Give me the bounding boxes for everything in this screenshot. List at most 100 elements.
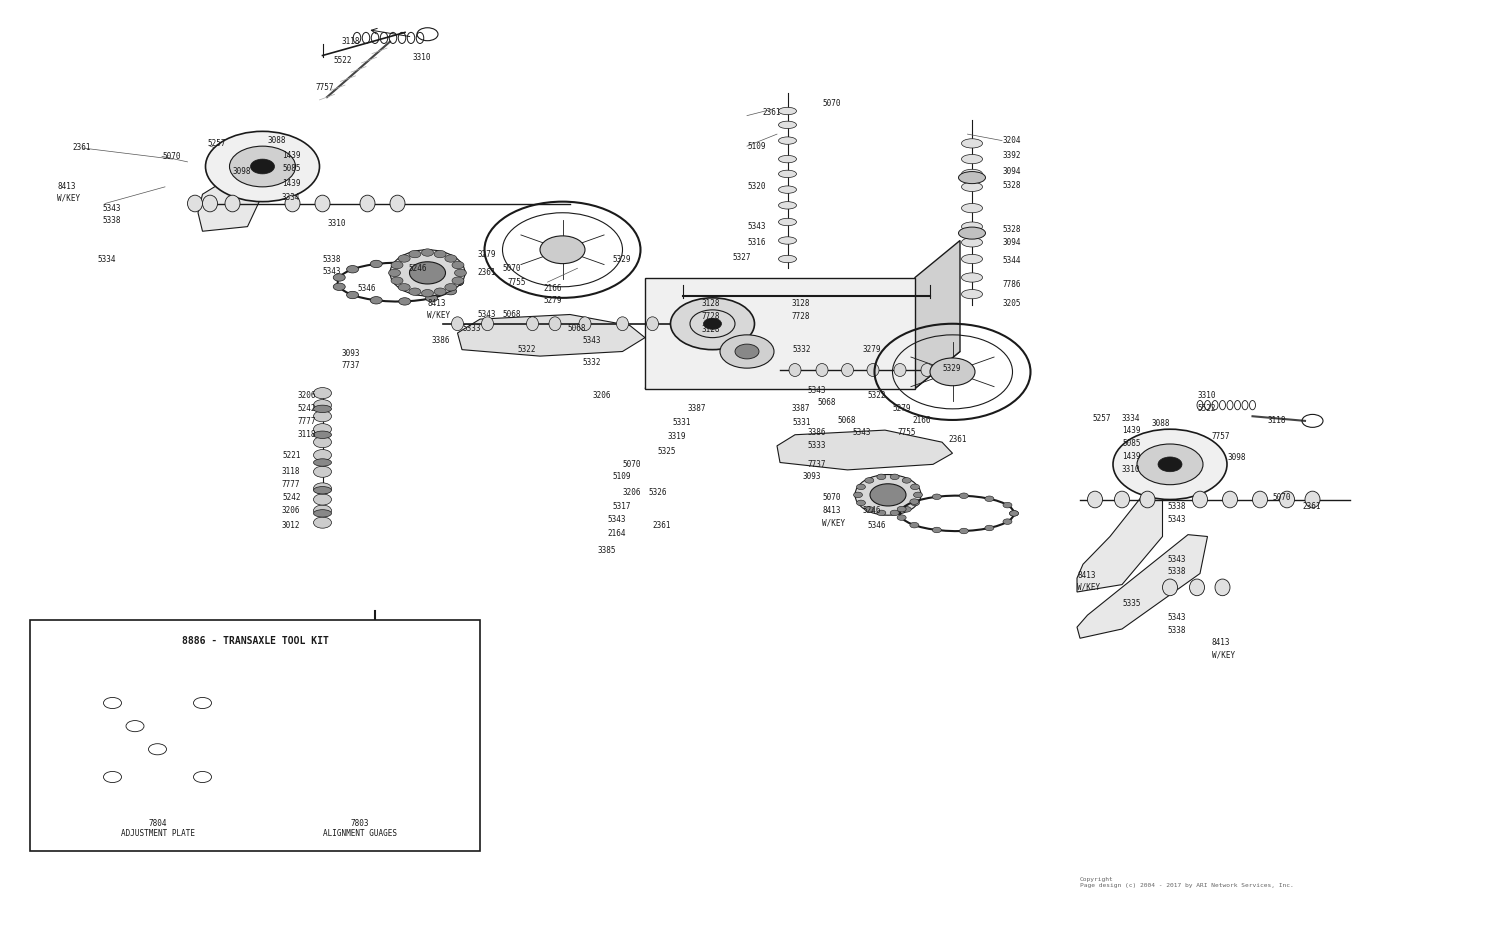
Text: 7755: 7755 bbox=[897, 428, 915, 438]
Circle shape bbox=[410, 251, 422, 258]
Text: 8413: 8413 bbox=[822, 506, 840, 515]
Text: 5257: 5257 bbox=[1092, 413, 1110, 423]
Ellipse shape bbox=[1280, 491, 1294, 508]
Ellipse shape bbox=[1190, 579, 1204, 596]
Text: 3098: 3098 bbox=[1227, 453, 1245, 462]
Ellipse shape bbox=[314, 459, 332, 466]
Circle shape bbox=[735, 344, 759, 359]
Circle shape bbox=[878, 475, 886, 480]
Circle shape bbox=[1010, 511, 1019, 516]
Circle shape bbox=[914, 492, 922, 498]
Circle shape bbox=[370, 297, 382, 304]
Circle shape bbox=[897, 515, 906, 521]
Text: 3128: 3128 bbox=[702, 299, 720, 308]
Text: 3118: 3118 bbox=[297, 430, 315, 439]
Circle shape bbox=[148, 744, 166, 755]
Circle shape bbox=[878, 510, 886, 515]
Text: 5109: 5109 bbox=[747, 142, 765, 151]
Circle shape bbox=[960, 528, 969, 534]
Text: 5257: 5257 bbox=[207, 139, 225, 148]
Text: 3387: 3387 bbox=[792, 404, 810, 413]
Text: 5068: 5068 bbox=[567, 324, 585, 333]
Ellipse shape bbox=[1140, 491, 1155, 508]
Text: 5335: 5335 bbox=[1122, 598, 1140, 608]
Ellipse shape bbox=[778, 237, 796, 244]
Text: 5328: 5328 bbox=[1002, 225, 1020, 234]
Text: 5068: 5068 bbox=[837, 416, 855, 426]
Text: 3128: 3128 bbox=[792, 299, 810, 308]
Text: 3386: 3386 bbox=[807, 428, 825, 438]
Text: 5338: 5338 bbox=[1167, 502, 1185, 512]
Circle shape bbox=[398, 284, 410, 291]
Text: 3206: 3206 bbox=[592, 391, 610, 401]
Ellipse shape bbox=[579, 316, 591, 331]
Circle shape bbox=[251, 159, 274, 174]
Text: 5522: 5522 bbox=[333, 56, 351, 65]
Ellipse shape bbox=[867, 364, 879, 376]
Text: 5343: 5343 bbox=[608, 515, 625, 524]
Text: 5068: 5068 bbox=[503, 310, 520, 319]
Circle shape bbox=[910, 499, 920, 504]
Circle shape bbox=[986, 525, 994, 531]
Ellipse shape bbox=[1215, 579, 1230, 596]
Text: 5279: 5279 bbox=[543, 296, 561, 305]
Circle shape bbox=[410, 262, 446, 284]
Ellipse shape bbox=[962, 139, 982, 148]
Text: 5085: 5085 bbox=[1122, 438, 1140, 448]
Text: 3279: 3279 bbox=[477, 250, 495, 259]
Ellipse shape bbox=[962, 254, 982, 264]
Ellipse shape bbox=[390, 195, 405, 212]
Circle shape bbox=[865, 477, 874, 483]
Ellipse shape bbox=[1222, 491, 1238, 508]
Text: 7728: 7728 bbox=[792, 312, 810, 321]
Text: 5338: 5338 bbox=[1167, 626, 1185, 635]
Text: 5320: 5320 bbox=[747, 182, 765, 191]
Circle shape bbox=[720, 335, 774, 368]
Circle shape bbox=[422, 249, 434, 256]
Text: 2361: 2361 bbox=[72, 142, 90, 152]
Text: 5333: 5333 bbox=[462, 324, 480, 333]
Circle shape bbox=[346, 291, 358, 299]
Circle shape bbox=[986, 496, 994, 501]
Circle shape bbox=[370, 260, 382, 267]
Circle shape bbox=[910, 500, 920, 506]
Text: 2166: 2166 bbox=[543, 284, 561, 293]
Text: 7804: 7804 bbox=[148, 819, 166, 828]
Text: 5343: 5343 bbox=[582, 336, 600, 345]
Text: 5325: 5325 bbox=[657, 447, 675, 456]
Text: 5329: 5329 bbox=[612, 254, 630, 264]
Text: 5343: 5343 bbox=[747, 222, 765, 231]
Ellipse shape bbox=[778, 218, 796, 226]
Ellipse shape bbox=[1114, 491, 1130, 508]
Text: ADJUSTMENT PLATE: ADJUSTMENT PLATE bbox=[120, 829, 195, 838]
Text: 7803: 7803 bbox=[351, 819, 369, 828]
Circle shape bbox=[314, 400, 332, 411]
Ellipse shape bbox=[314, 405, 332, 413]
Circle shape bbox=[452, 277, 464, 284]
Text: 5346: 5346 bbox=[867, 521, 885, 530]
Ellipse shape bbox=[894, 364, 906, 376]
Circle shape bbox=[902, 507, 910, 512]
Circle shape bbox=[540, 236, 585, 264]
Circle shape bbox=[1158, 457, 1182, 472]
Text: 5327: 5327 bbox=[732, 253, 750, 262]
Circle shape bbox=[433, 288, 445, 295]
Bar bbox=[30, 620, 480, 851]
Text: 2361: 2361 bbox=[1302, 502, 1320, 512]
Circle shape bbox=[1004, 519, 1013, 524]
Circle shape bbox=[426, 263, 438, 270]
Ellipse shape bbox=[778, 121, 796, 129]
Polygon shape bbox=[915, 240, 960, 388]
Circle shape bbox=[897, 506, 906, 512]
Text: 3279: 3279 bbox=[862, 345, 880, 354]
Text: 3392: 3392 bbox=[1002, 151, 1020, 160]
Ellipse shape bbox=[842, 364, 854, 376]
Ellipse shape bbox=[778, 137, 796, 144]
Text: 3088: 3088 bbox=[267, 136, 285, 145]
Circle shape bbox=[314, 517, 332, 528]
Circle shape bbox=[333, 283, 345, 290]
Text: 3206: 3206 bbox=[297, 391, 315, 401]
Text: 3334: 3334 bbox=[1122, 413, 1140, 423]
Circle shape bbox=[933, 527, 942, 533]
Text: W/KEY: W/KEY bbox=[427, 310, 450, 319]
